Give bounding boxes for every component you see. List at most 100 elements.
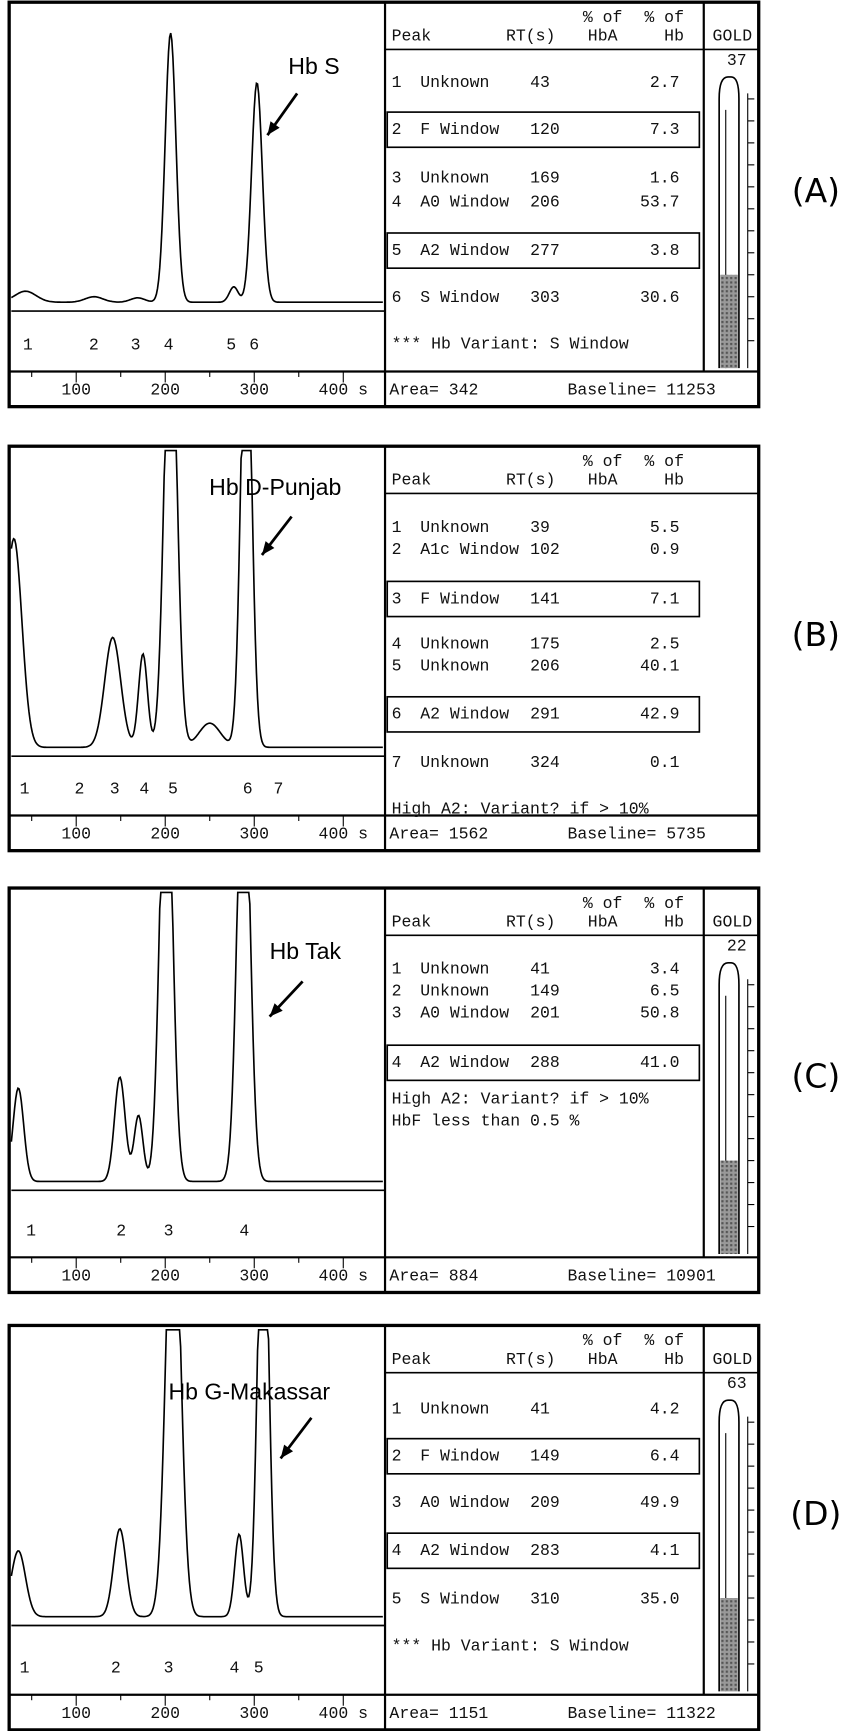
row-name: S Window [420, 288, 499, 307]
row-rt: 169 [530, 168, 560, 187]
table-header: Hb [664, 912, 684, 931]
row-name: Unknown [420, 753, 489, 772]
table-header: % of [644, 894, 684, 913]
x-tick-label: 100 [61, 381, 91, 400]
x-tick-label: 300 [239, 1266, 269, 1285]
row-rt: 303 [530, 288, 560, 307]
peak-number: 4 [139, 779, 149, 798]
peak-number: 5 [226, 335, 236, 354]
row-peak: 5 [392, 241, 402, 260]
panel-label: (D) [790, 1494, 841, 1533]
table-header: % of [644, 452, 684, 471]
table-header: % of [583, 1331, 623, 1350]
row-rt: 201 [530, 1004, 560, 1023]
panel-label: (B) [792, 615, 840, 654]
footer-baseline: Baseline= 11322 [567, 1704, 715, 1723]
x-tick-label: 400 s [319, 1266, 368, 1285]
note: *** Hb Variant: S Window [392, 1637, 629, 1656]
peak-number: 4 [230, 1659, 240, 1678]
peak-annotation: Hb G-Makassar [169, 1379, 331, 1405]
row-pct-hb: 53.7 [640, 193, 680, 212]
row-peak: 4 [392, 193, 402, 212]
row-name: A1c Window [420, 540, 519, 559]
gold-label: GOLD [713, 912, 753, 931]
row-rt: 310 [530, 1589, 560, 1608]
footer-area: Area= 342 [389, 381, 478, 400]
peak-number: 5 [168, 779, 178, 798]
row-pct-hb: 4.1 [650, 1541, 680, 1560]
row-rt: 141 [530, 589, 560, 608]
panel: 100200300400 s1234Hb TakPeakRT(s)% ofHbA… [9, 888, 840, 1292]
gold-fill [720, 1598, 738, 1691]
row-pct-hb: 7.1 [650, 589, 680, 608]
footer-baseline: Baseline= 11253 [567, 381, 715, 400]
row-name: Unknown [420, 73, 489, 92]
table-header: Peak [392, 27, 432, 46]
row-name: A2 Window [420, 241, 509, 260]
row-peak: 3 [392, 1493, 402, 1512]
row-rt: 175 [530, 634, 560, 653]
row-peak: 5 [392, 1589, 402, 1608]
peak-number: 2 [89, 335, 99, 354]
table-header: Hb [664, 471, 684, 490]
row-pct-hb: 30.6 [640, 288, 680, 307]
table-header: Peak [392, 912, 432, 931]
peak-number: 2 [116, 1221, 126, 1240]
table-header: % of [644, 1331, 684, 1350]
row-rt: 149 [530, 982, 560, 1001]
row-peak: 1 [392, 960, 402, 979]
row-peak: 2 [392, 120, 402, 139]
x-tick-label: 200 [150, 381, 180, 400]
row-pct-hb: 1.6 [650, 168, 680, 187]
row-rt: 41 [530, 960, 550, 979]
table-header: HbA [588, 912, 618, 931]
row-name: F Window [420, 589, 499, 608]
row-peak: 2 [392, 540, 402, 559]
footer-baseline: Baseline= 5735 [567, 825, 705, 844]
row-peak: 1 [392, 518, 402, 537]
row-peak: 2 [392, 1447, 402, 1466]
row-name: A2 Window [420, 1053, 509, 1072]
gold-value: 37 [727, 51, 747, 70]
row-rt: 291 [530, 705, 560, 724]
row-name: Unknown [420, 168, 489, 187]
table-header: % of [644, 8, 684, 27]
row-pct-hb: 6.4 [650, 1447, 680, 1466]
peak-number: 3 [131, 335, 141, 354]
row-pct-hb: 4.2 [650, 1399, 680, 1418]
row-name: Unknown [420, 656, 489, 675]
row-name: Unknown [420, 982, 489, 1001]
peak-number: 1 [23, 335, 33, 354]
row-peak: 4 [392, 1053, 402, 1072]
row-name: Unknown [420, 518, 489, 537]
table-header: % of [583, 894, 623, 913]
peak-annotation: Hb Tak [270, 938, 342, 964]
table-header: Hb [664, 1350, 684, 1369]
row-name: A0 Window [420, 193, 509, 212]
table-header: RT(s) [506, 912, 555, 931]
x-tick-label: 100 [61, 1266, 91, 1285]
row-pct-hb: 3.4 [650, 960, 680, 979]
row-pct-hb: 50.8 [640, 1004, 680, 1023]
row-pct-hb: 5.5 [650, 518, 680, 537]
row-rt: 41 [530, 1399, 550, 1418]
peak-number: 2 [75, 779, 85, 798]
row-pct-hb: 3.8 [650, 241, 680, 260]
x-tick-label: 200 [150, 1266, 180, 1285]
row-peak: 6 [392, 288, 402, 307]
row-peak: 6 [392, 705, 402, 724]
table-header: Hb [664, 27, 684, 46]
row-peak: 2 [392, 982, 402, 1001]
table-header: HbA [588, 27, 618, 46]
row-rt: 209 [530, 1493, 560, 1512]
row-rt: 43 [530, 73, 550, 92]
row-rt: 283 [530, 1541, 560, 1560]
x-tick-label: 300 [239, 825, 269, 844]
row-name: Unknown [420, 1399, 489, 1418]
x-tick-label: 100 [61, 1704, 91, 1723]
row-peak: 4 [392, 1541, 402, 1560]
row-peak: 5 [392, 656, 402, 675]
row-name: Unknown [420, 960, 489, 979]
peak-number: 2 [111, 1659, 121, 1678]
